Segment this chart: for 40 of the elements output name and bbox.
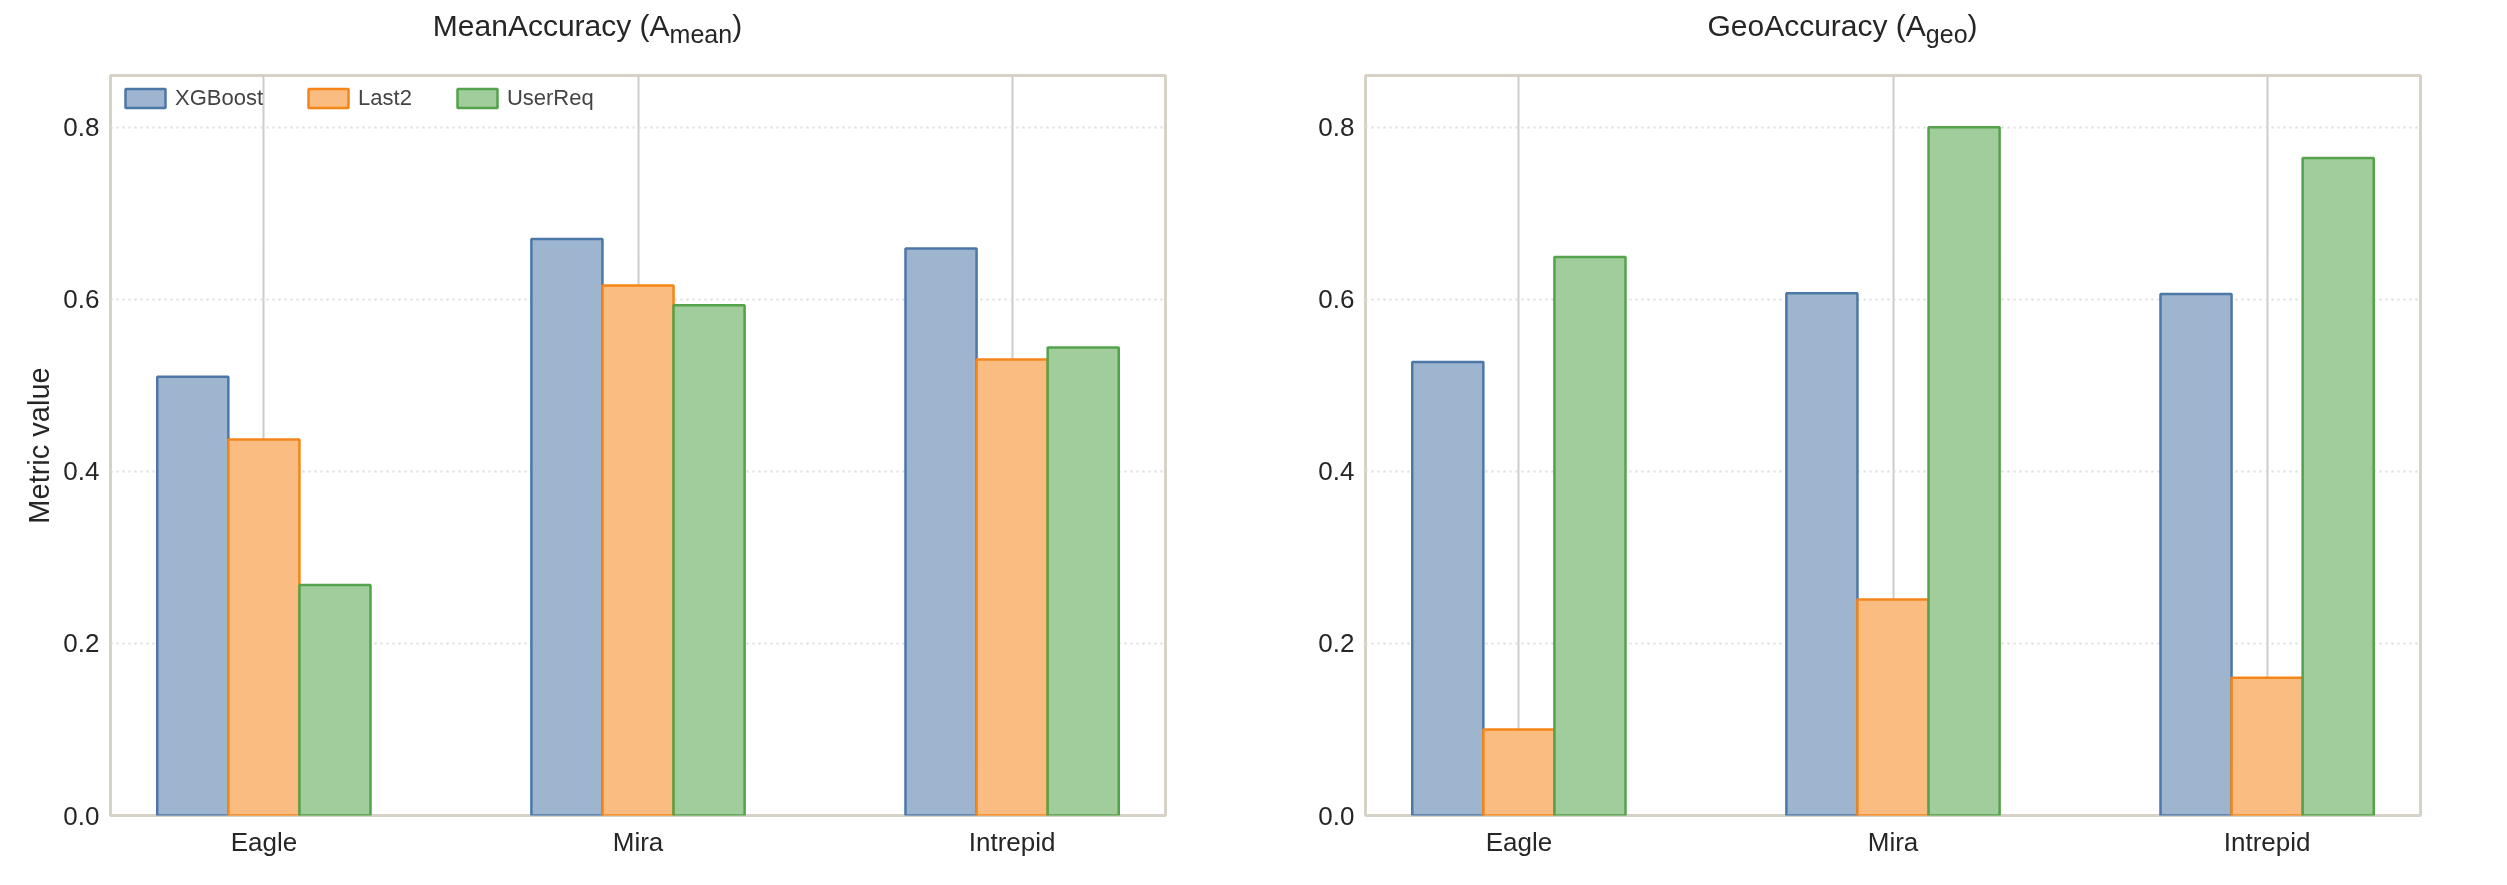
bar [1411, 360, 1485, 816]
y-tick-label: 0.8 [63, 112, 100, 143]
x-tick-label: Intrepid [2223, 826, 2311, 857]
bar [530, 237, 604, 816]
bar [1785, 291, 1859, 816]
y-tick-label: 0.0 [1318, 800, 1355, 831]
bar [227, 438, 301, 816]
bar [1046, 346, 1120, 816]
chart-title: GeoAccuracy (A$_{geo}$) [1706, 8, 1979, 50]
bar [904, 247, 978, 816]
y-tick-label: 0.6 [1318, 284, 1355, 315]
bar [1927, 125, 2001, 816]
x-tick-label: Mira [1867, 826, 1919, 857]
chart-title: MeanAccuracy (A$_{mean}$) [431, 8, 744, 50]
bar [601, 284, 675, 816]
bar [2159, 292, 2233, 816]
bar [672, 303, 746, 816]
bar [2230, 676, 2304, 816]
y-tick-label: 0.2 [63, 628, 100, 659]
y-tick-label: 0.0 [63, 800, 100, 831]
bar [1482, 728, 1556, 816]
x-tick-label: Eagle [230, 826, 298, 857]
x-tick-label: Intrepid [968, 826, 1056, 857]
y-tick-label: 0.2 [1318, 628, 1355, 659]
legend-label: XGBoost [175, 85, 264, 111]
legend-label: UserReq [506, 85, 594, 111]
y-tick-label: 0.4 [63, 456, 100, 487]
x-tick-label: Mira [612, 826, 664, 857]
y-tick-label: 0.8 [1318, 112, 1355, 143]
y-tick-label: 0.4 [1318, 456, 1355, 487]
y-tick-label: 0.6 [63, 284, 100, 315]
bar [975, 358, 1049, 816]
bar [156, 375, 230, 816]
bar [2301, 156, 2375, 816]
y-axis-title: Metric value [23, 367, 56, 524]
bar [1553, 255, 1627, 816]
legend-label: Last2 [358, 85, 412, 111]
bar [1856, 598, 1930, 816]
bar [298, 583, 372, 816]
x-tick-label: Eagle [1485, 826, 1553, 857]
